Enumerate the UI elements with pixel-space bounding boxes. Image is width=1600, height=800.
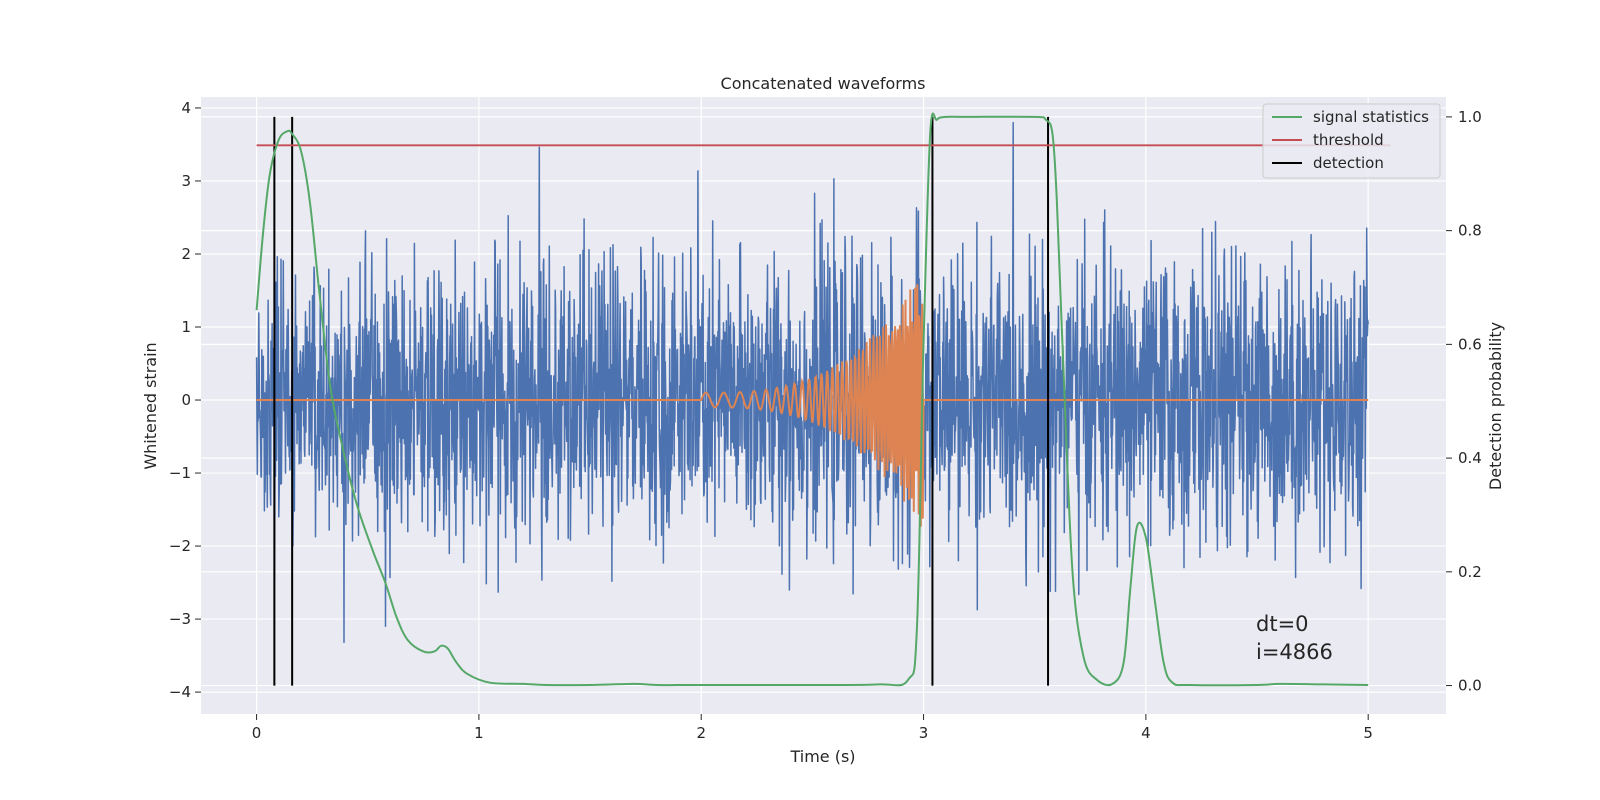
y-tick-label: −1 <box>169 464 191 482</box>
y-tick-label: 2 <box>181 245 191 263</box>
template-line <box>256 284 1369 527</box>
legend-box <box>1262 103 1441 179</box>
x-tick-label: 2 <box>696 724 706 742</box>
y-right-tick-label: 0.0 <box>1458 677 1482 695</box>
legend-label-detection: detection <box>1313 154 1384 172</box>
x-tick-label: 5 <box>1363 724 1373 742</box>
y-right-tick-label: 0.4 <box>1458 449 1482 467</box>
legend-label-threshold: threshold <box>1313 131 1384 149</box>
y-tick-label: −3 <box>169 610 191 628</box>
y-right-axis-title: Detection probability <box>1486 322 1505 490</box>
y-tick-label: −4 <box>169 683 191 701</box>
y-tick-label: 4 <box>181 99 191 117</box>
strain-line <box>255 121 1369 644</box>
y-tick-label: 1 <box>181 318 191 336</box>
legend: signal statistics threshold detection <box>1262 103 1441 179</box>
strain-series <box>255 121 1369 644</box>
x-tick-label: 3 <box>919 724 929 742</box>
x-tick-label: 1 <box>474 724 484 742</box>
x-tick-label: 4 <box>1141 724 1151 742</box>
y-axis-title: Whitened strain <box>141 342 160 469</box>
y-tick-label: −2 <box>169 537 191 555</box>
template-series <box>256 284 1369 527</box>
y-right-tick-label: 1.0 <box>1458 108 1482 126</box>
annotation-dt: dt=0 <box>1256 612 1309 636</box>
legend-label-signal: signal statistics <box>1313 108 1429 126</box>
y-right-tick-label: 0.6 <box>1458 335 1482 353</box>
annotation-i: i=4866 <box>1256 640 1333 664</box>
x-axis-title: Time (s) <box>789 747 855 766</box>
y-tick-label: 0 <box>181 391 191 409</box>
y-right-tick-label: 0.2 <box>1458 563 1482 581</box>
x-tick-label: 0 <box>252 724 262 742</box>
signal-statistics-line <box>255 112 1369 687</box>
y-tick-label: 3 <box>181 172 191 190</box>
probability-series <box>255 112 1391 687</box>
axes: 0 1 2 3 4 5 −4 −3 −2 −1 0 1 2 3 4 0.0 0.2 0.4 0.6 0.8 1.0 <box>169 99 1482 742</box>
chart-title: Concatenated waveforms <box>721 74 926 93</box>
y-right-tick-label: 0.8 <box>1458 222 1482 240</box>
